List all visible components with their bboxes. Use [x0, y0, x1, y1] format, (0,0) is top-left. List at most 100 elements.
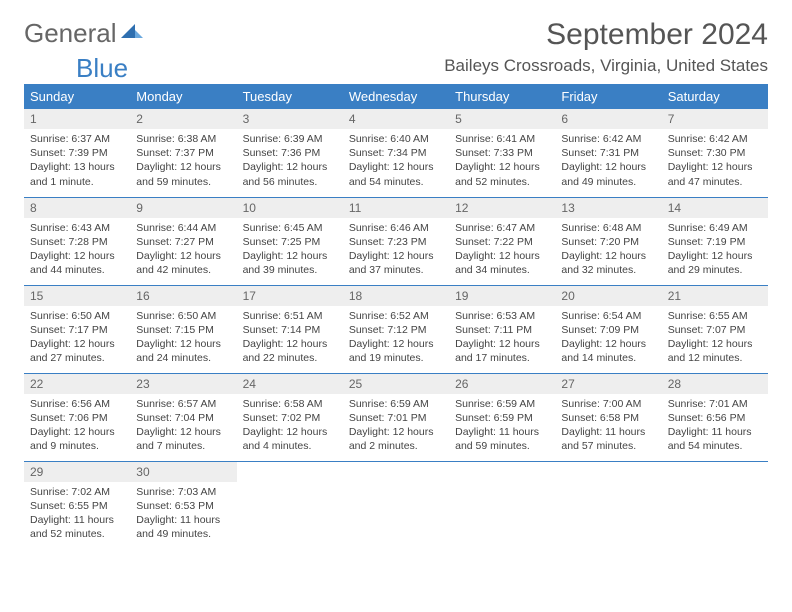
daylight-text: Daylight: 12 hours and 19 minutes. — [349, 337, 443, 365]
sunset-text: Sunset: 7:19 PM — [668, 235, 762, 249]
day-number: 23 — [130, 374, 236, 394]
day-body: Sunrise: 6:46 AMSunset: 7:23 PMDaylight:… — [343, 218, 449, 284]
brand-blue: Blue — [76, 53, 128, 84]
calendar-body: 1Sunrise: 6:37 AMSunset: 7:39 PMDaylight… — [24, 109, 768, 549]
day-number: 19 — [449, 286, 555, 306]
day-number: 30 — [130, 462, 236, 482]
sunset-text: Sunset: 7:04 PM — [136, 411, 230, 425]
day-body: Sunrise: 6:56 AMSunset: 7:06 PMDaylight:… — [24, 394, 130, 460]
weekday-header: Monday — [130, 84, 236, 109]
day-number: 11 — [343, 198, 449, 218]
day-body: Sunrise: 6:42 AMSunset: 7:30 PMDaylight:… — [662, 129, 768, 195]
sunset-text: Sunset: 7:34 PM — [349, 146, 443, 160]
day-body: Sunrise: 6:59 AMSunset: 7:01 PMDaylight:… — [343, 394, 449, 460]
day-number: 8 — [24, 198, 130, 218]
sunrise-text: Sunrise: 6:45 AM — [243, 221, 337, 235]
sunrise-text: Sunrise: 7:03 AM — [136, 485, 230, 499]
day-body: Sunrise: 6:50 AMSunset: 7:15 PMDaylight:… — [130, 306, 236, 372]
sunset-text: Sunset: 7:31 PM — [561, 146, 655, 160]
sunrise-text: Sunrise: 6:46 AM — [349, 221, 443, 235]
weekday-header: Friday — [555, 84, 661, 109]
daylight-text: Daylight: 12 hours and 54 minutes. — [349, 160, 443, 188]
daylight-text: Daylight: 12 hours and 34 minutes. — [455, 249, 549, 277]
sunset-text: Sunset: 6:59 PM — [455, 411, 549, 425]
sunrise-text: Sunrise: 6:54 AM — [561, 309, 655, 323]
calendar-cell: 25Sunrise: 6:59 AMSunset: 7:01 PMDayligh… — [343, 373, 449, 461]
calendar-cell: 30Sunrise: 7:03 AMSunset: 6:53 PMDayligh… — [130, 461, 236, 549]
sunset-text: Sunset: 7:09 PM — [561, 323, 655, 337]
daylight-text: Daylight: 12 hours and 44 minutes. — [30, 249, 124, 277]
daylight-text: Daylight: 12 hours and 32 minutes. — [561, 249, 655, 277]
day-number: 29 — [24, 462, 130, 482]
daylight-text: Daylight: 12 hours and 56 minutes. — [243, 160, 337, 188]
daylight-text: Daylight: 11 hours and 54 minutes. — [668, 425, 762, 453]
weekday-header-row: Sunday Monday Tuesday Wednesday Thursday… — [24, 84, 768, 109]
sunset-text: Sunset: 7:02 PM — [243, 411, 337, 425]
day-body: Sunrise: 6:38 AMSunset: 7:37 PMDaylight:… — [130, 129, 236, 195]
sunrise-text: Sunrise: 6:59 AM — [455, 397, 549, 411]
daylight-text: Daylight: 12 hours and 49 minutes. — [561, 160, 655, 188]
sunrise-text: Sunrise: 6:53 AM — [455, 309, 549, 323]
day-number: 28 — [662, 374, 768, 394]
sunrise-text: Sunrise: 6:48 AM — [561, 221, 655, 235]
sunrise-text: Sunrise: 7:00 AM — [561, 397, 655, 411]
calendar-cell: 2Sunrise: 6:38 AMSunset: 7:37 PMDaylight… — [130, 109, 236, 197]
weekday-header: Sunday — [24, 84, 130, 109]
day-body: Sunrise: 6:51 AMSunset: 7:14 PMDaylight:… — [237, 306, 343, 372]
daylight-text: Daylight: 12 hours and 39 minutes. — [243, 249, 337, 277]
sunset-text: Sunset: 7:28 PM — [30, 235, 124, 249]
day-body: Sunrise: 6:50 AMSunset: 7:17 PMDaylight:… — [24, 306, 130, 372]
day-number: 22 — [24, 374, 130, 394]
day-number: 9 — [130, 198, 236, 218]
sunset-text: Sunset: 6:55 PM — [30, 499, 124, 513]
weekday-header: Wednesday — [343, 84, 449, 109]
calendar-row: 15Sunrise: 6:50 AMSunset: 7:17 PMDayligh… — [24, 285, 768, 373]
day-body: Sunrise: 6:39 AMSunset: 7:36 PMDaylight:… — [237, 129, 343, 195]
sunset-text: Sunset: 7:12 PM — [349, 323, 443, 337]
sunset-text: Sunset: 7:17 PM — [30, 323, 124, 337]
day-number: 21 — [662, 286, 768, 306]
weekday-header: Tuesday — [237, 84, 343, 109]
daylight-text: Daylight: 12 hours and 59 minutes. — [136, 160, 230, 188]
weekday-header: Thursday — [449, 84, 555, 109]
calendar-cell: .. — [237, 461, 343, 549]
calendar-cell: 9Sunrise: 6:44 AMSunset: 7:27 PMDaylight… — [130, 197, 236, 285]
sunset-text: Sunset: 7:30 PM — [668, 146, 762, 160]
sunset-text: Sunset: 7:39 PM — [30, 146, 124, 160]
daylight-text: Daylight: 12 hours and 9 minutes. — [30, 425, 124, 453]
calendar-cell: 7Sunrise: 6:42 AMSunset: 7:30 PMDaylight… — [662, 109, 768, 197]
daylight-text: Daylight: 12 hours and 4 minutes. — [243, 425, 337, 453]
day-body: Sunrise: 7:00 AMSunset: 6:58 PMDaylight:… — [555, 394, 661, 460]
sunset-text: Sunset: 7:20 PM — [561, 235, 655, 249]
daylight-text: Daylight: 12 hours and 47 minutes. — [668, 160, 762, 188]
day-number: 12 — [449, 198, 555, 218]
daylight-text: Daylight: 13 hours and 1 minute. — [30, 160, 124, 188]
day-body: Sunrise: 7:02 AMSunset: 6:55 PMDaylight:… — [24, 482, 130, 548]
sunrise-text: Sunrise: 6:44 AM — [136, 221, 230, 235]
daylight-text: Daylight: 12 hours and 42 minutes. — [136, 249, 230, 277]
sunset-text: Sunset: 7:22 PM — [455, 235, 549, 249]
day-number: 26 — [449, 374, 555, 394]
daylight-text: Daylight: 12 hours and 37 minutes. — [349, 249, 443, 277]
day-body: Sunrise: 6:37 AMSunset: 7:39 PMDaylight:… — [24, 129, 130, 195]
day-body: Sunrise: 6:53 AMSunset: 7:11 PMDaylight:… — [449, 306, 555, 372]
daylight-text: Daylight: 11 hours and 59 minutes. — [455, 425, 549, 453]
day-body: Sunrise: 6:44 AMSunset: 7:27 PMDaylight:… — [130, 218, 236, 284]
day-body: Sunrise: 6:42 AMSunset: 7:31 PMDaylight:… — [555, 129, 661, 195]
calendar-cell: 21Sunrise: 6:55 AMSunset: 7:07 PMDayligh… — [662, 285, 768, 373]
day-number: 13 — [555, 198, 661, 218]
day-body: Sunrise: 6:52 AMSunset: 7:12 PMDaylight:… — [343, 306, 449, 372]
calendar-cell: 3Sunrise: 6:39 AMSunset: 7:36 PMDaylight… — [237, 109, 343, 197]
calendar-cell: .. — [555, 461, 661, 549]
day-body: Sunrise: 6:49 AMSunset: 7:19 PMDaylight:… — [662, 218, 768, 284]
daylight-text: Daylight: 12 hours and 2 minutes. — [349, 425, 443, 453]
day-body: Sunrise: 6:57 AMSunset: 7:04 PMDaylight:… — [130, 394, 236, 460]
sunset-text: Sunset: 7:27 PM — [136, 235, 230, 249]
calendar-cell: 23Sunrise: 6:57 AMSunset: 7:04 PMDayligh… — [130, 373, 236, 461]
sunset-text: Sunset: 7:36 PM — [243, 146, 337, 160]
sunset-text: Sunset: 7:01 PM — [349, 411, 443, 425]
calendar-cell: 1Sunrise: 6:37 AMSunset: 7:39 PMDaylight… — [24, 109, 130, 197]
sunset-text: Sunset: 7:25 PM — [243, 235, 337, 249]
day-number: 27 — [555, 374, 661, 394]
daylight-text: Daylight: 12 hours and 14 minutes. — [561, 337, 655, 365]
